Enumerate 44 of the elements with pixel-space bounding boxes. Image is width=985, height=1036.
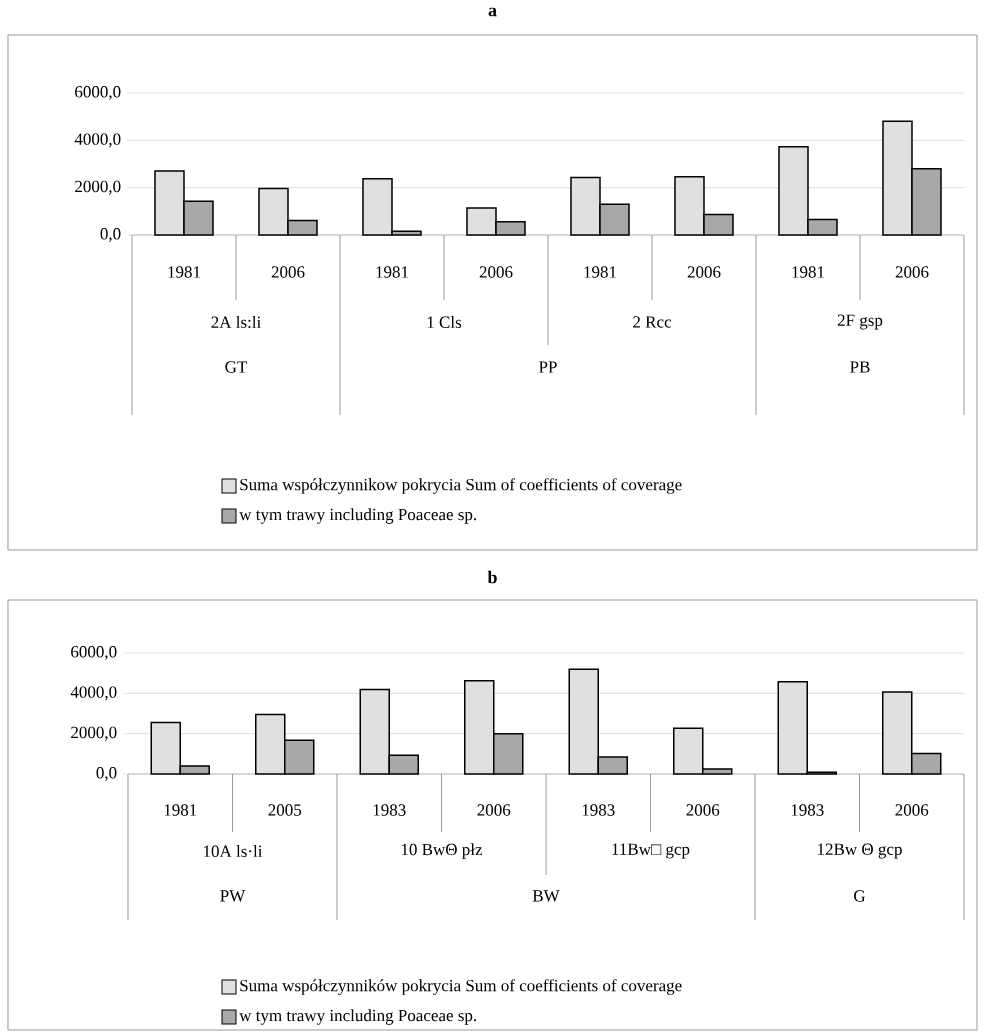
x-tick-label: 1981 (792, 266, 824, 278)
x-tick-label: 2006 (895, 804, 929, 816)
text: 10 BwΘ płz (401, 843, 483, 859)
x-tick-label: 2006 (479, 266, 513, 278)
y-tick-label: 0,0 (96, 767, 117, 781)
y-tick-label: 4000,0 (74, 133, 121, 148)
text: 2A ls:li (211, 315, 261, 329)
x-tick-label: 2006 (686, 804, 720, 816)
text: 1 Cls (427, 316, 462, 328)
x-tick-label: 2006 (895, 266, 929, 278)
x-tick-label: 2005 (268, 804, 302, 816)
y-tick-label: 6000,0 (71, 646, 117, 660)
text: 2 Rcc (633, 316, 672, 328)
x-tick-label: 1983 (373, 804, 406, 816)
legend-label: w tym trawy including Poaceae sp. (239, 508, 477, 524)
text: 10A ls·li (204, 845, 263, 857)
x-tick-label: 1981 (168, 266, 200, 278)
text: 11Bw□ gcp (612, 843, 690, 859)
x-tick-label: 1981 (376, 266, 408, 278)
y-tick-label: 0,0 (100, 228, 121, 242)
x-tick-label: 1983 (582, 804, 615, 816)
x-tick-label: 2006 (477, 804, 511, 816)
x-tick-label: 2006 (271, 266, 305, 278)
y-tick-label: 4000,0 (70, 686, 117, 701)
text: GT (225, 361, 248, 373)
x-tick-label: 2006 (687, 266, 721, 278)
x-tick-label: 1981 (164, 804, 197, 816)
text: G (854, 890, 866, 902)
x-tick-label: 1983 (791, 804, 824, 816)
text: 2F gsp (837, 314, 883, 330)
y-tick-label: 6000,0 (75, 86, 121, 100)
text: PP (539, 361, 557, 373)
x-tick-label: 1981 (584, 266, 616, 278)
text: 12Bw Θ gcp (818, 843, 902, 859)
legend-label: Suma współczynnikow pokrycia Sum of coefficients of coverage (240, 478, 682, 494)
legend-label: w tym trawy including Poaceae sp. (239, 1009, 477, 1025)
chart-title: a (488, 7, 497, 17)
legend-label: Suma współczynników pokrycia Sum of coefficients of coverage (240, 979, 682, 995)
y-tick-label: 2000,0 (71, 726, 117, 741)
text: BW (532, 890, 560, 902)
chart-title: b (487, 570, 497, 584)
text: PB (850, 361, 870, 373)
text: PW (220, 890, 246, 902)
y-tick-label: 2000,0 (75, 180, 121, 195)
